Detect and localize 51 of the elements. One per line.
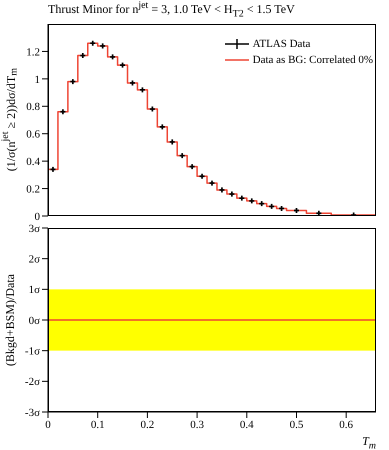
point bbox=[140, 87, 145, 92]
point bbox=[110, 54, 116, 60]
point bbox=[180, 153, 185, 158]
point bbox=[229, 192, 234, 197]
y-tick-label: -1σ bbox=[24, 346, 40, 358]
x-tick-label: 0.5 bbox=[290, 418, 304, 431]
y-tick-label: 0.6 bbox=[26, 128, 40, 141]
x-tick-label: 0.4 bbox=[240, 418, 254, 431]
point bbox=[100, 43, 106, 48]
point bbox=[70, 79, 76, 84]
y-tick-label: -3σ bbox=[24, 406, 40, 419]
x-tick-label: 0.2 bbox=[140, 418, 154, 431]
point bbox=[209, 180, 215, 186]
y-tick-label: 1 bbox=[34, 74, 40, 86]
y-tick-label: 0.4 bbox=[26, 156, 40, 168]
y-axis-title: (Bkgd+BSM)/Data bbox=[2, 274, 16, 366]
point bbox=[150, 106, 155, 112]
point bbox=[160, 124, 165, 130]
x-tick-label: 0 bbox=[45, 418, 52, 431]
y-tick-label: 3σ bbox=[28, 222, 40, 235]
point bbox=[269, 204, 274, 209]
point bbox=[259, 201, 264, 206]
point bbox=[190, 164, 195, 170]
x-tick-label: 0.1 bbox=[90, 418, 105, 431]
point bbox=[219, 187, 224, 192]
y-tick-label: 0.8 bbox=[26, 101, 40, 114]
point bbox=[80, 53, 86, 58]
point bbox=[200, 174, 205, 179]
y-tick-label: 0 bbox=[34, 210, 40, 223]
legend-label: Data as BG: Correlated 0% bbox=[252, 54, 373, 66]
chart-title: Thrust Minor for n$^{jet}$ = 3, 1.0 TeV < H$_{T2}$ < 1.5 TeV bbox=[48, 0, 295, 20]
y-tick-label: 2σ bbox=[28, 254, 40, 266]
y-tick-label: -2σ bbox=[24, 376, 40, 388]
point bbox=[294, 208, 299, 214]
point bbox=[279, 206, 284, 211]
point bbox=[130, 80, 135, 86]
y-tick-label: 1.2 bbox=[26, 46, 40, 58]
point bbox=[239, 196, 244, 201]
x-tick-label: 0.3 bbox=[190, 418, 204, 431]
x-axis-title: T$_{m}$ bbox=[362, 434, 376, 450]
point bbox=[120, 62, 126, 68]
y-tick-label: 1σ bbox=[28, 284, 40, 296]
x-tick-label: 0.6 bbox=[339, 418, 354, 431]
y-tick-label: 0.2 bbox=[26, 183, 40, 196]
point bbox=[50, 166, 56, 172]
point bbox=[170, 139, 175, 144]
point bbox=[249, 198, 254, 204]
legend-label: ATLAS Data bbox=[252, 38, 310, 50]
y-tick-label: 0σ bbox=[28, 314, 40, 327]
point bbox=[60, 109, 66, 114]
point bbox=[90, 40, 96, 46]
